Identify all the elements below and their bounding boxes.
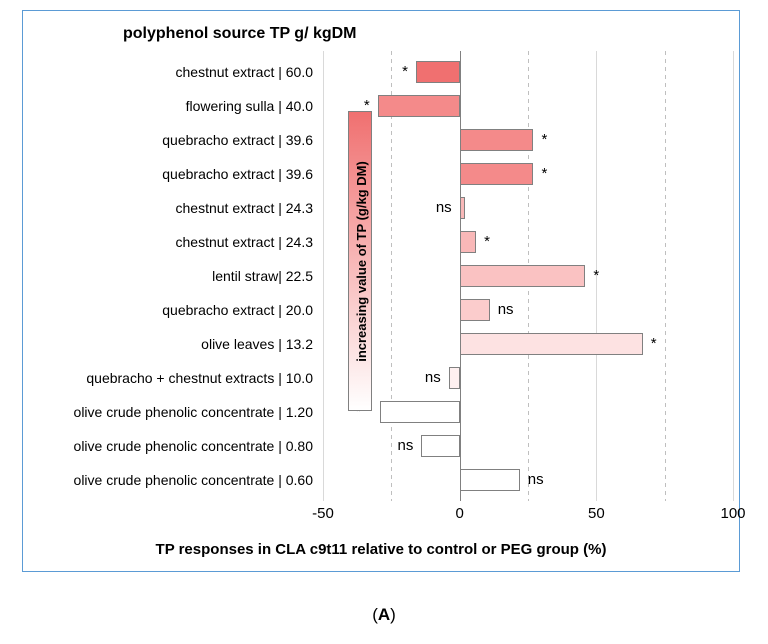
significance-label: * [541, 123, 547, 157]
chart-row: olive crude phenolic concentrate | 0.60n… [323, 463, 733, 497]
significance-label: ns [498, 293, 514, 327]
significance-label: ns [425, 361, 441, 395]
x-tick-label: -50 [303, 505, 343, 522]
significance-label: ns [398, 429, 414, 463]
row-label: lentil straw| 22.5 [13, 259, 313, 293]
bar [460, 197, 465, 219]
chart-row: flowering sulla | 40.0* [323, 89, 733, 123]
x-axis-title: TP responses in CLA c9t11 relative to co… [23, 541, 739, 558]
chart-row: chestnut extract | 24.3ns [323, 191, 733, 225]
row-label: quebracho extract | 39.6 [13, 157, 313, 191]
row-label: quebracho extract | 39.6 [13, 123, 313, 157]
bar [460, 265, 586, 287]
row-label: quebracho extract | 20.0 [13, 293, 313, 327]
bar [460, 469, 520, 491]
bar [449, 367, 460, 389]
chart-row: chestnut extract | 60.0* [323, 55, 733, 89]
chart-row: olive crude phenolic concentrate | 1.20* [323, 395, 733, 429]
significance-label: ns [528, 463, 544, 497]
bar [460, 299, 490, 321]
bar [416, 61, 460, 83]
bar [380, 401, 459, 423]
chart-frame: polyphenol source TP g/ kgDM chestnut ex… [22, 10, 740, 572]
chart-row: quebracho extract | 20.0ns [323, 293, 733, 327]
x-tick-label: 50 [576, 505, 616, 522]
bar [460, 129, 534, 151]
significance-label: ns [436, 191, 452, 225]
row-label: quebracho + chestnut extracts | 10.0 [13, 361, 313, 395]
row-label: flowering sulla | 40.0 [13, 89, 313, 123]
bar [378, 95, 460, 117]
row-label: chestnut extract | 60.0 [13, 55, 313, 89]
significance-label: * [541, 157, 547, 191]
plot-area: chestnut extract | 60.0*flowering sulla … [323, 51, 733, 501]
bar [460, 333, 643, 355]
row-label: olive crude phenolic concentrate | 1.20 [13, 395, 313, 429]
chart-row: quebracho extract | 39.6* [323, 157, 733, 191]
panel-label-letter: A [378, 605, 390, 624]
chart-row: olive crude phenolic concentrate | 0.80n… [323, 429, 733, 463]
significance-label: * [593, 259, 599, 293]
row-label: olive crude phenolic concentrate | 0.80 [13, 429, 313, 463]
chart-row: olive leaves | 13.2* [323, 327, 733, 361]
gradient-label-wrap: increasing value of TP (g/kg DM) [349, 111, 373, 411]
significance-label: * [402, 55, 408, 89]
row-label: olive crude phenolic concentrate | 0.60 [13, 463, 313, 497]
bar [460, 231, 476, 253]
chart-row: chestnut extract | 24.3* [323, 225, 733, 259]
row-label: chestnut extract | 24.3 [13, 225, 313, 259]
bar [421, 435, 459, 457]
significance-label: * [484, 225, 490, 259]
chart-title: polyphenol source TP g/ kgDM [123, 25, 357, 43]
significance-label: * [651, 327, 657, 361]
chart-row: quebracho + chestnut extracts | 10.0ns [323, 361, 733, 395]
gradient-label: increasing value of TP (g/kg DM) [354, 161, 369, 362]
x-tick-label: 0 [440, 505, 480, 522]
row-label: olive leaves | 13.2 [13, 327, 313, 361]
chart-row: quebracho extract | 39.6* [323, 123, 733, 157]
x-tick-label: 100 [713, 505, 753, 522]
chart-row: lentil straw| 22.5* [323, 259, 733, 293]
bar [460, 163, 534, 185]
row-label: chestnut extract | 24.3 [13, 191, 313, 225]
panel-label: (A) [0, 605, 768, 625]
gridline [733, 51, 734, 501]
